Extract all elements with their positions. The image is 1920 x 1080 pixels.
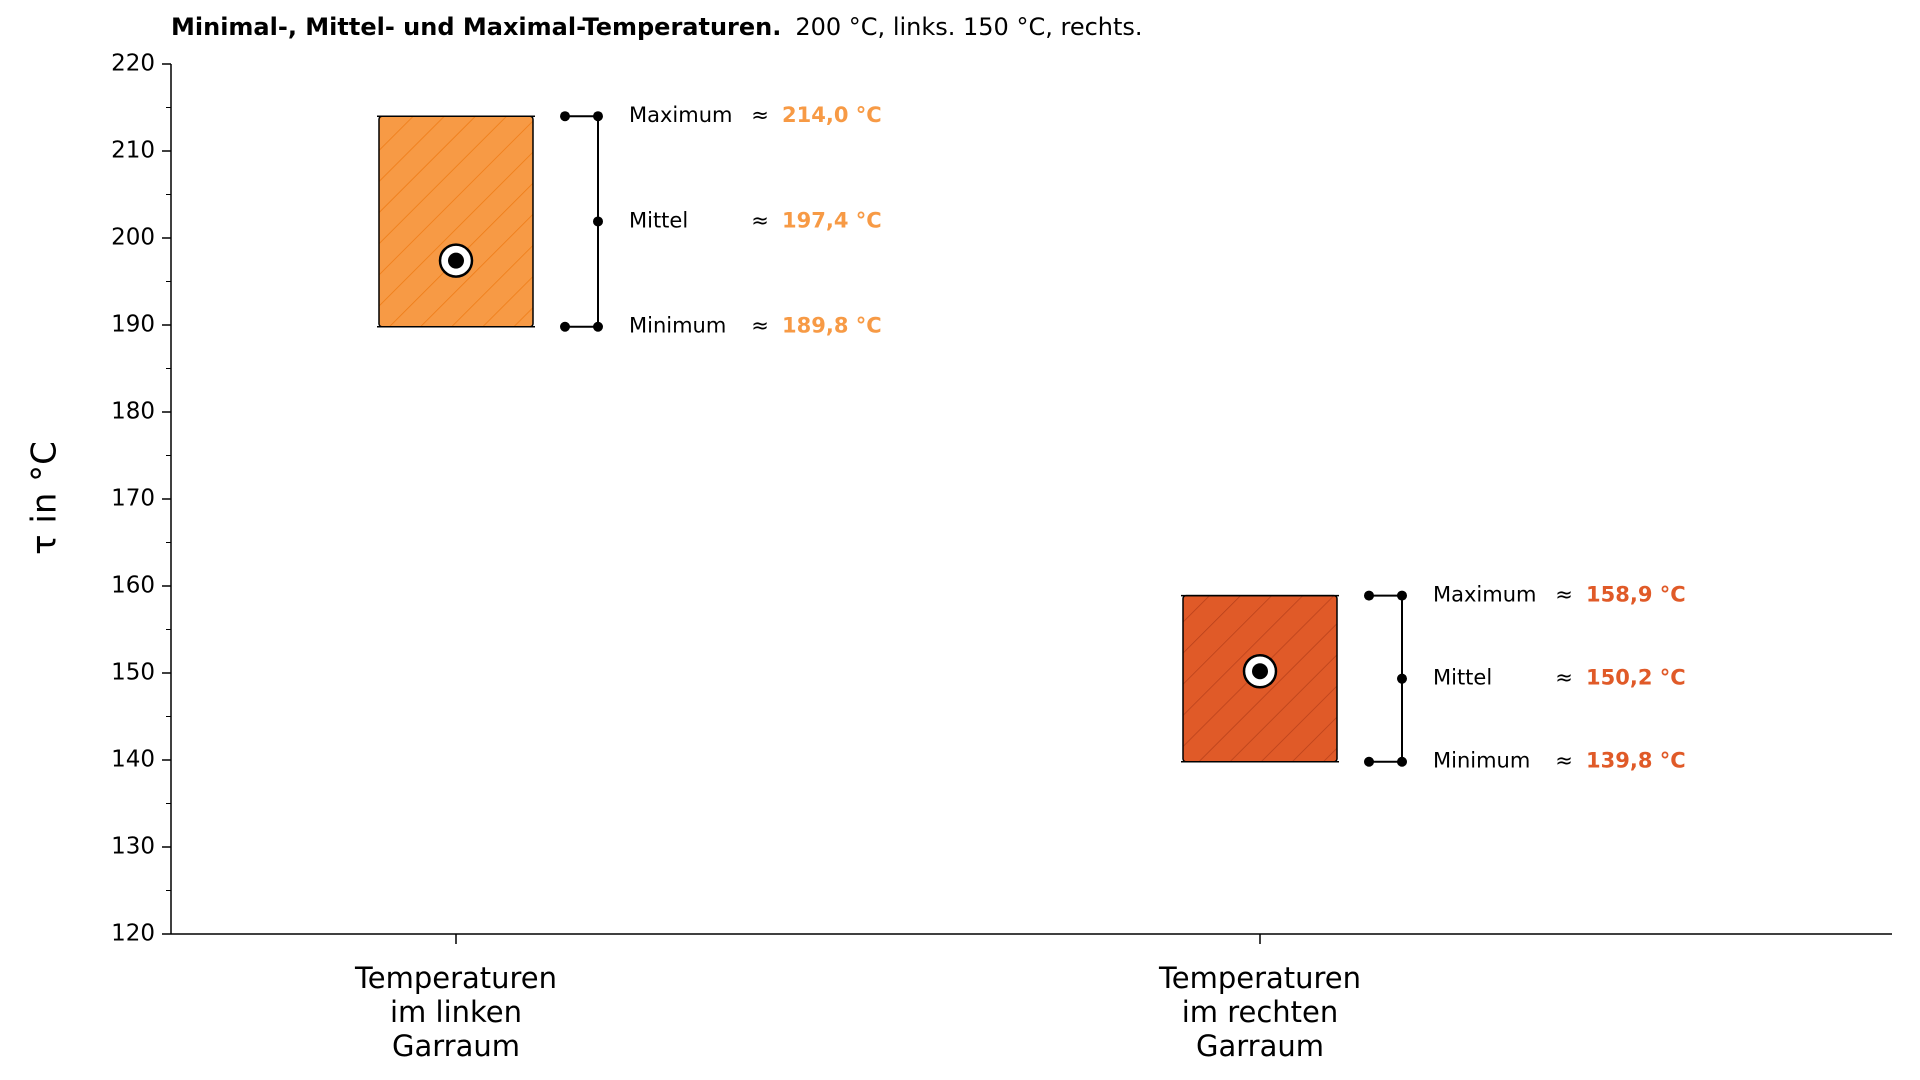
range-label: Mittel xyxy=(629,208,688,232)
bracket-dot xyxy=(560,111,570,122)
subtitle: 200 °C, links. 150 °C, rechts. xyxy=(795,13,1142,41)
range-label: Mittel xyxy=(1433,666,1492,690)
bracket-mid xyxy=(593,216,603,227)
range-label: Maximum xyxy=(629,103,732,127)
y-tick-label: 180 xyxy=(111,399,155,425)
bracket-dot xyxy=(1397,756,1407,767)
bracket-mid xyxy=(1397,673,1407,684)
x-tick-label: Temperaturen im linken Garraum xyxy=(354,961,557,1063)
value-label: 189,8 °C xyxy=(782,314,882,338)
y-tick-label: 200 xyxy=(111,225,155,251)
y-tick-label: 170 xyxy=(111,486,155,512)
range-label: Maximum xyxy=(1433,583,1536,607)
y-tick-label: 130 xyxy=(111,834,155,860)
y-tick-label: 140 xyxy=(111,747,155,773)
value-label: 197,4 °C xyxy=(782,208,882,232)
y-tick-label: 210 xyxy=(111,138,155,164)
value-label: 214,0 °C xyxy=(782,103,882,127)
approx: ≈ xyxy=(1555,749,1573,773)
bracket-dot xyxy=(1397,590,1407,601)
y-tick-label: 220 xyxy=(111,51,155,77)
bracket-dot xyxy=(593,111,603,122)
chart-title: Minimal-, Mittel- und Maximal-Temperatur… xyxy=(171,13,1143,41)
value-label: 139,8 °C xyxy=(1586,749,1686,773)
value-label: 150,2 °C xyxy=(1586,666,1686,690)
bracket-dot xyxy=(560,321,570,332)
y-tick-label: 150 xyxy=(111,660,155,686)
approx: ≈ xyxy=(1555,666,1573,690)
mean-dot xyxy=(1252,663,1268,680)
approx: ≈ xyxy=(751,103,769,127)
approx: ≈ xyxy=(1555,583,1573,607)
mean-dot xyxy=(448,252,464,269)
value-label: 158,9 °C xyxy=(1586,583,1686,607)
bracket-dot xyxy=(1364,756,1374,767)
range-label: Minimum xyxy=(1433,749,1530,773)
bracket-dot xyxy=(593,321,603,332)
range-label: Minimum xyxy=(629,314,726,338)
y-tick-label: 120 xyxy=(111,921,155,947)
y-tick-label: 190 xyxy=(111,312,155,338)
x-tick-label: Temperaturen im rechten Garraum xyxy=(1158,961,1361,1063)
bracket-dot xyxy=(1364,590,1374,601)
title: Minimal-, Mittel- und Maximal-Temperatur… xyxy=(171,13,781,41)
approx: ≈ xyxy=(751,208,769,232)
approx: ≈ xyxy=(751,314,769,338)
range-box xyxy=(378,115,534,328)
y-axis-label: τ in °C xyxy=(25,441,65,555)
y-tick-label: 160 xyxy=(111,573,155,599)
